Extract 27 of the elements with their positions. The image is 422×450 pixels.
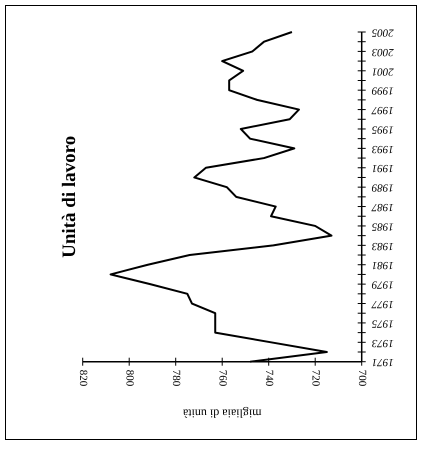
y-tick-label: 1999 — [371, 84, 394, 97]
y-tick-label: 1997 — [371, 104, 394, 116]
y-tick-label: 1983 — [371, 240, 394, 252]
text: Unità di lavoro — [59, 136, 80, 258]
x-tick-label: 720 — [310, 370, 322, 387]
y-tick-label: 1991 — [372, 162, 394, 174]
y-tick-label: 1985 — [371, 220, 394, 232]
y-tick-label: 1977 — [371, 298, 394, 310]
y-tick-label: 2005 — [371, 26, 394, 38]
y-tick-label: 1979 — [371, 278, 394, 291]
y-tick-label: 2001 — [372, 65, 394, 78]
y-tick-label: 1995 — [371, 123, 394, 136]
y-tick-label: 1987 — [371, 201, 394, 214]
y-tick-label: 1973 — [371, 336, 394, 349]
y-tick-label: 1989 — [371, 182, 394, 194]
y-tick-label: 1981 — [372, 259, 394, 272]
x-tick-label: 780 — [170, 370, 182, 387]
x-axis-title: migliaia di unità — [182, 406, 262, 420]
x-tick-label: 760 — [216, 370, 229, 387]
y-tick-label: 2003 — [371, 46, 394, 58]
y-tick-label: 1971 — [372, 356, 394, 368]
y-tick-label: 1993 — [371, 142, 394, 155]
x-tick-label: 820 — [77, 370, 90, 387]
x-tick-label: 700 — [356, 370, 368, 387]
x-tick-label: 800 — [124, 370, 136, 387]
y-tick-label: 1975 — [371, 317, 394, 330]
x-tick-label: 740 — [263, 370, 276, 387]
